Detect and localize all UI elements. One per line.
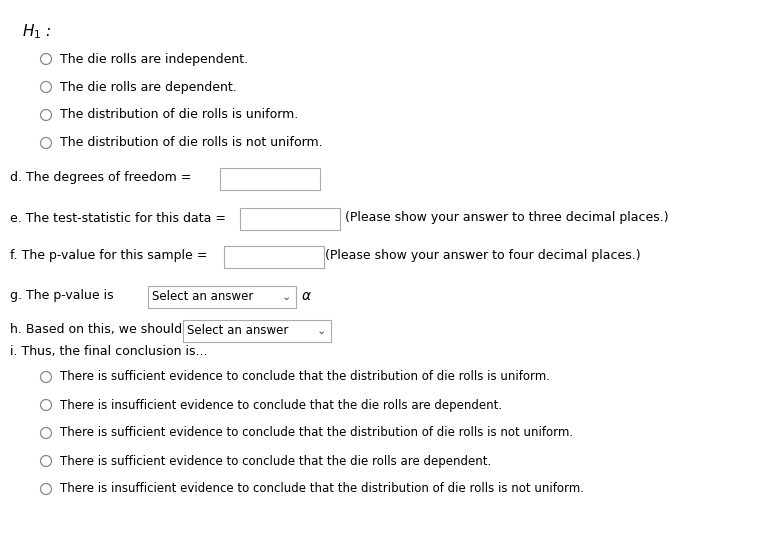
Text: Select an answer: Select an answer <box>187 324 288 338</box>
Text: The distribution of die rolls is uniform.: The distribution of die rolls is uniform… <box>60 108 298 122</box>
Text: The die rolls are dependent.: The die rolls are dependent. <box>60 80 237 93</box>
Text: (Please show your answer to three decimal places.): (Please show your answer to three decima… <box>345 212 668 225</box>
Text: (Please show your answer to four decimal places.): (Please show your answer to four decimal… <box>325 249 641 263</box>
Text: h. Based on this, we should: h. Based on this, we should <box>10 324 182 337</box>
Text: Select an answer: Select an answer <box>152 291 253 303</box>
Text: e. The test-statistic for this data =: e. The test-statistic for this data = <box>10 212 226 225</box>
Text: There is insufficient evidence to conclude that the die rolls are dependent.: There is insufficient evidence to conclu… <box>60 398 502 412</box>
Text: i. Thus, the final conclusion is...: i. Thus, the final conclusion is... <box>10 346 208 359</box>
Text: There is sufficient evidence to conclude that the distribution of die rolls is u: There is sufficient evidence to conclude… <box>60 370 550 383</box>
Text: ⌄: ⌄ <box>317 326 326 336</box>
Text: There is sufficient evidence to conclude that the die rolls are dependent.: There is sufficient evidence to conclude… <box>60 455 491 467</box>
Text: There is insufficient evidence to conclude that the distribution of die rolls is: There is insufficient evidence to conclu… <box>60 482 584 495</box>
FancyBboxPatch shape <box>220 168 320 190</box>
Text: α: α <box>302 289 311 303</box>
Text: d. The degrees of freedom =: d. The degrees of freedom = <box>10 172 191 184</box>
Text: $H_1$ :: $H_1$ : <box>22 22 52 41</box>
Text: ⌄: ⌄ <box>282 292 291 302</box>
FancyBboxPatch shape <box>240 208 340 230</box>
FancyBboxPatch shape <box>224 246 324 268</box>
Text: f. The p-value for this sample =: f. The p-value for this sample = <box>10 249 208 263</box>
Text: The distribution of die rolls is not uniform.: The distribution of die rolls is not uni… <box>60 137 323 150</box>
Text: There is sufficient evidence to conclude that the distribution of die rolls is n: There is sufficient evidence to conclude… <box>60 427 573 440</box>
Text: g. The p-value is: g. The p-value is <box>10 289 114 302</box>
FancyBboxPatch shape <box>148 286 296 308</box>
Text: The die rolls are independent.: The die rolls are independent. <box>60 53 248 65</box>
FancyBboxPatch shape <box>183 320 331 342</box>
